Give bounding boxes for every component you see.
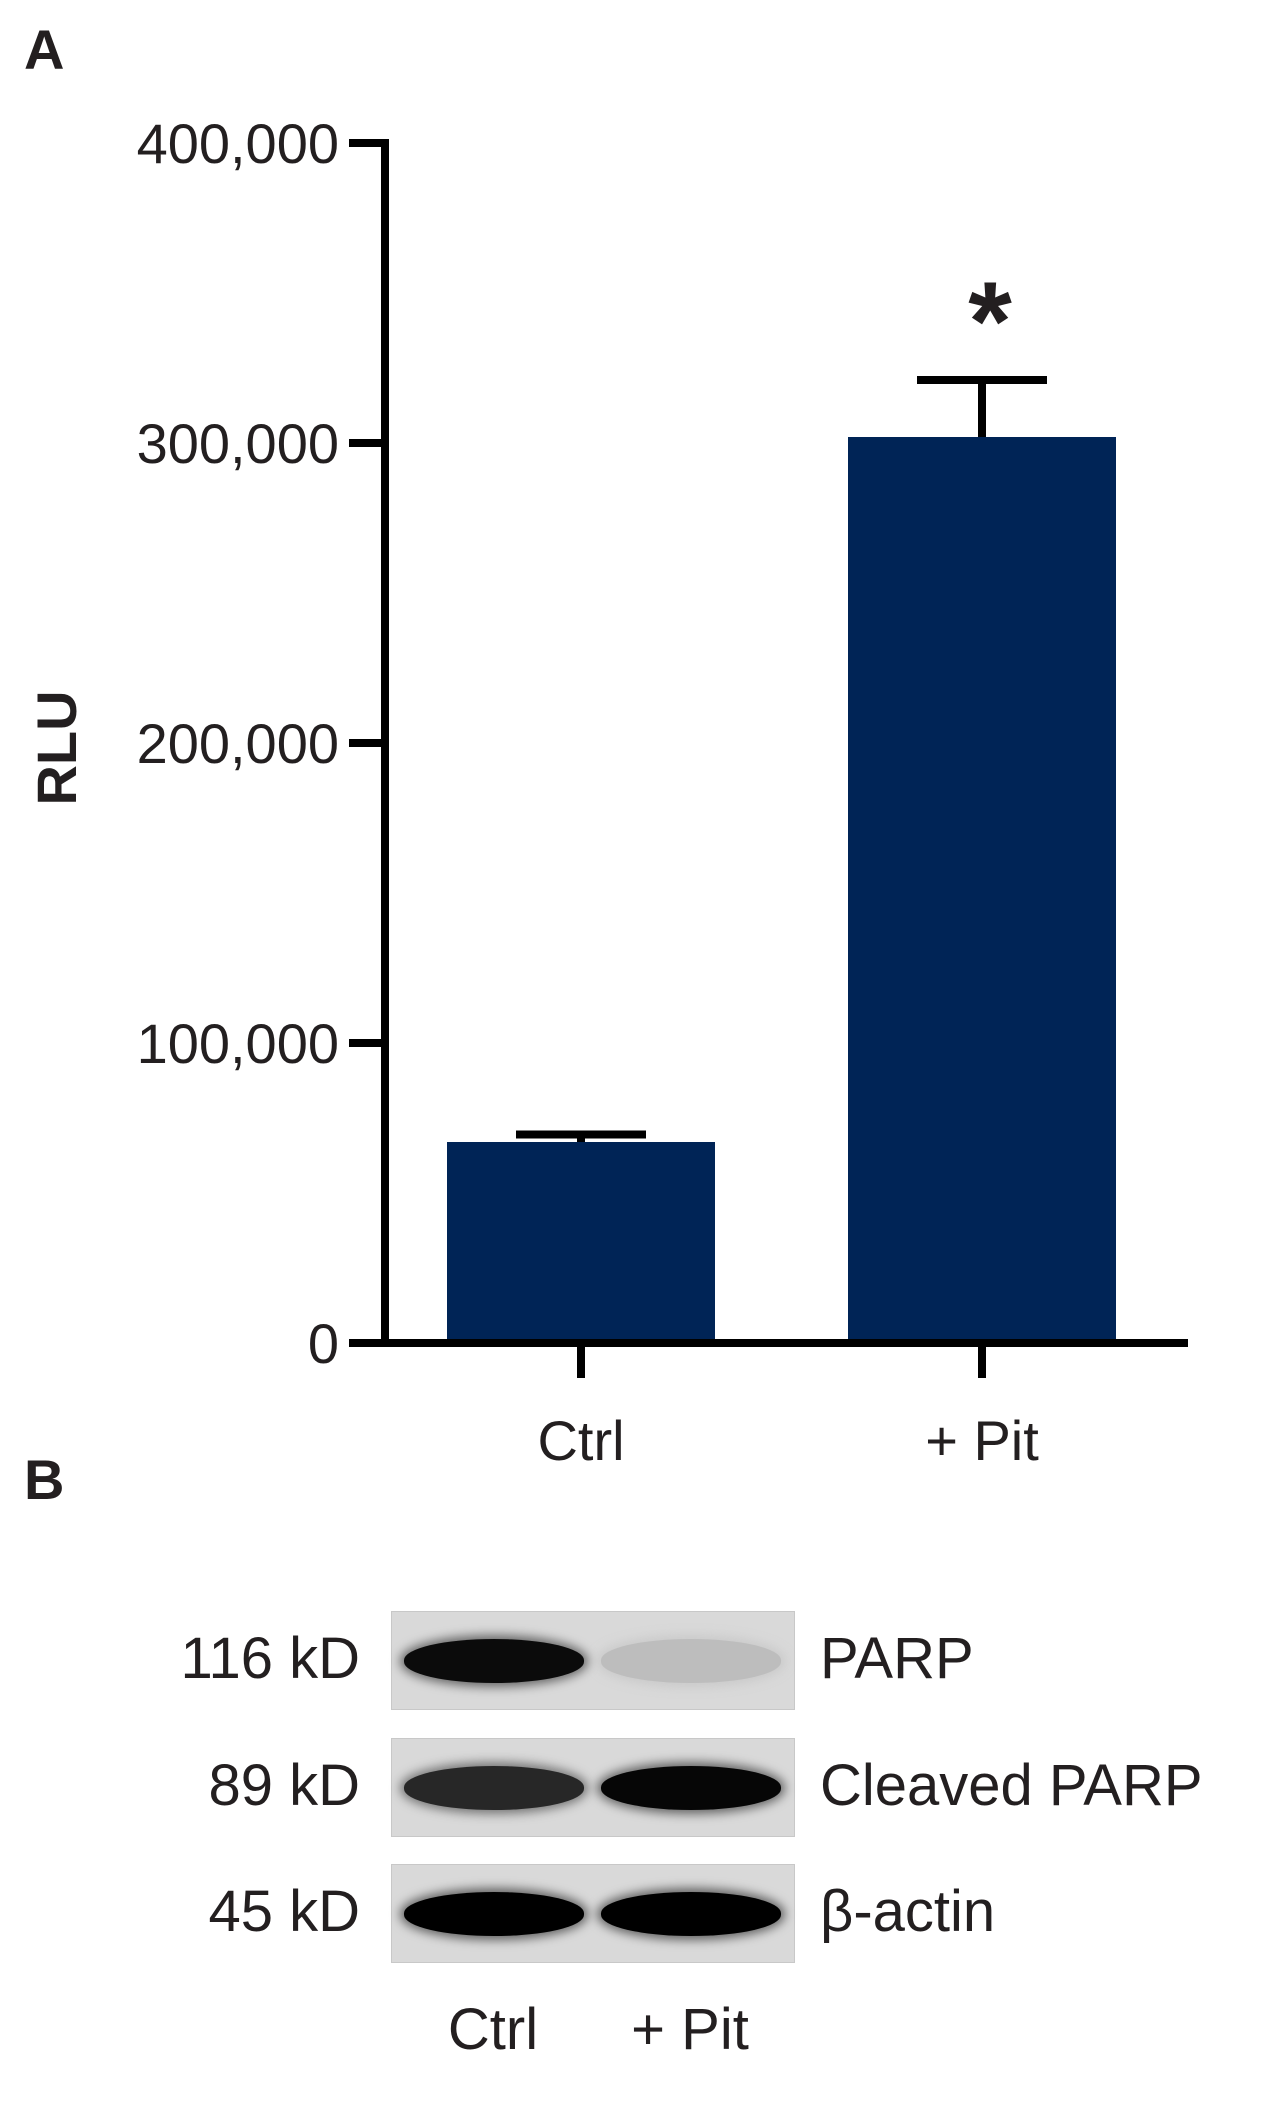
blot-band-2-2 — [601, 1765, 781, 1810]
lane-label-1: Ctrl — [447, 1997, 539, 2062]
blot-strip-2 — [391, 1738, 795, 1837]
bar-chart: Ctrl * + Pit 0 100,000 200,000 300,000 400,000 R… — [25, 112, 1188, 1472]
bars-layer — [447, 376, 1116, 1343]
lane-label-2: + Pit — [631, 1997, 749, 2062]
y-tick-label-5: 400,000 — [137, 112, 339, 175]
axes-layer — [349, 139, 1188, 1378]
blot-band-1-1 — [404, 1638, 584, 1683]
y-tick-label-3: 200,000 — [137, 712, 339, 775]
x-tick-label-1: Ctrl — [537, 1409, 624, 1472]
protein-label-1: PARP — [820, 1626, 974, 1691]
blot-strip-3 — [391, 1864, 795, 1963]
labels-layer: Ctrl * + Pit 0 100,000 200,000 300,000 400,000 R… — [25, 112, 1039, 1472]
y-tick-label-2: 100,000 — [137, 1012, 339, 1075]
mw-label-2: 89 kD — [208, 1753, 360, 1818]
mw-label-1: 116 kD — [180, 1626, 360, 1691]
panel-b-label: B — [24, 1448, 65, 1511]
bar-2 — [848, 437, 1116, 1343]
mw-label-3: 45 kD — [208, 1879, 360, 1944]
bar-1 — [447, 1142, 715, 1343]
y-tick-label-1: 0 — [308, 1312, 339, 1375]
protein-label-2: Cleaved PARP — [820, 1753, 1203, 1818]
x-tick-label-2: + Pit — [925, 1409, 1039, 1472]
y-axis-label: RLU — [25, 690, 88, 805]
panel-a-label: A — [24, 18, 65, 81]
blot-strip-1 — [391, 1611, 795, 1710]
protein-label-3: β-actin — [820, 1879, 996, 1944]
blot-band-3-1 — [404, 1891, 584, 1936]
significance-marker-2: * — [968, 259, 1012, 384]
blot-band-1-2 — [601, 1638, 781, 1683]
blot-band-2-1 — [404, 1765, 584, 1810]
blot-band-3-2 — [601, 1891, 781, 1936]
y-tick-label-4: 300,000 — [137, 412, 339, 475]
